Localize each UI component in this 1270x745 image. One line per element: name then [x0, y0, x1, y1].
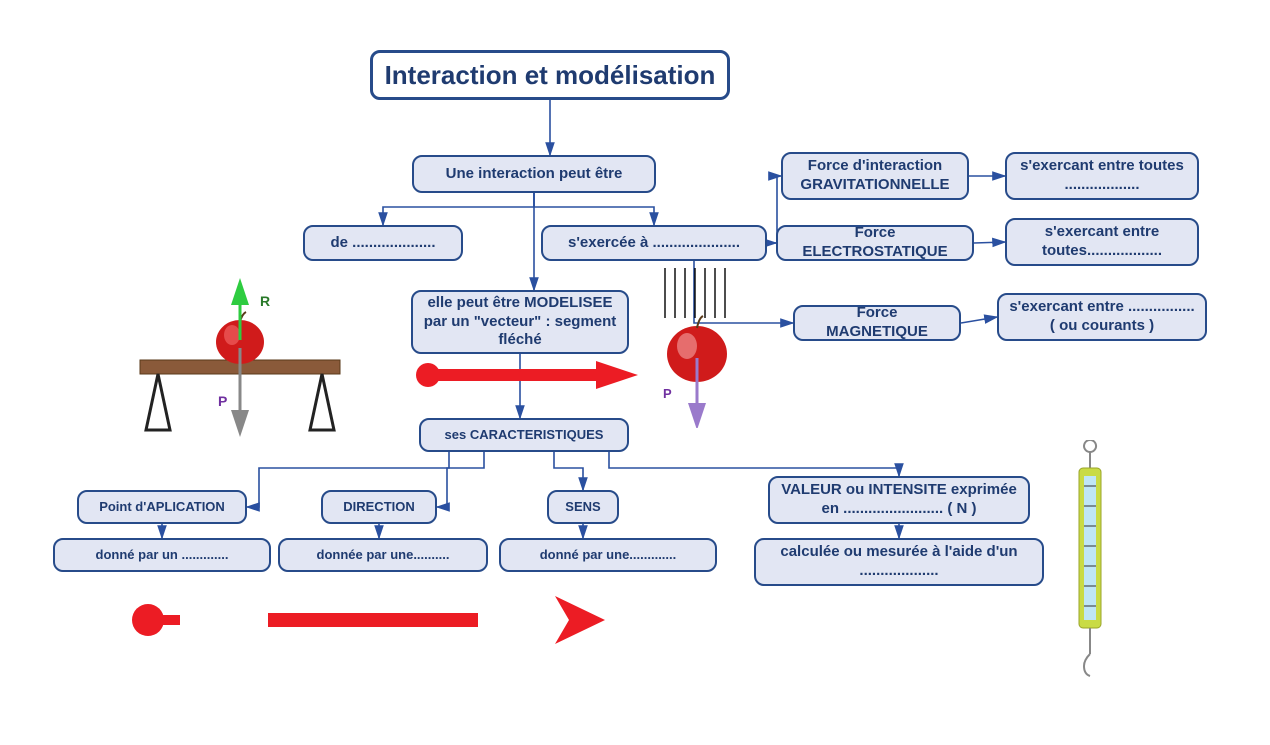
illustration-direction-symbol	[268, 595, 488, 645]
illustration-dynamometer	[1065, 440, 1115, 680]
node-dir: DIRECTION	[321, 490, 437, 524]
node-point_d: donné par un .............	[53, 538, 271, 572]
p-label-1: P	[218, 393, 227, 409]
node-de: de ....................	[303, 225, 463, 261]
illustration-point-symbol	[120, 595, 200, 645]
node-elec_ent: s'exercant entre toutes.................…	[1005, 218, 1199, 266]
node-model: elle peut être MODELISEE par un "vecteur…	[411, 290, 629, 354]
node-val: VALEUR ou INTENSITE exprimée en ........…	[768, 476, 1030, 524]
node-point: Point d'APLICATION	[77, 490, 247, 524]
node-sens_d: donné par une.............	[499, 538, 717, 572]
node-carac: ses CARACTERISTIQUES	[419, 418, 629, 452]
node-val_d: calculée ou mesurée à l'aide d'un ......…	[754, 538, 1044, 586]
node-mag_ent: s'exercant entre ................( ou co…	[997, 293, 1207, 341]
illustration-apple-on-table: R P	[110, 270, 370, 450]
node-mag: Force MAGNETIQUE	[793, 305, 961, 341]
illustration-sense-symbol	[555, 590, 625, 650]
node-inter: Une interaction peut être	[412, 155, 656, 193]
node-grav_ent: s'exercant entre toutes ................…	[1005, 152, 1199, 200]
illustration-falling-apple: P	[645, 268, 765, 428]
r-label: R	[260, 293, 270, 309]
node-elec: Force ELECTROSTATIQUE	[776, 225, 974, 261]
node-dir_d: donnée par une..........	[278, 538, 488, 572]
node-title: Interaction et modélisation	[370, 50, 730, 100]
node-sens: SENS	[547, 490, 619, 524]
illustration-vector-arrow	[410, 355, 650, 395]
node-grav: Force d'interaction GRAVITATIONNELLE	[781, 152, 969, 200]
node-sexer: s'exercée à .....................	[541, 225, 767, 261]
p-label-2: P	[663, 386, 672, 401]
